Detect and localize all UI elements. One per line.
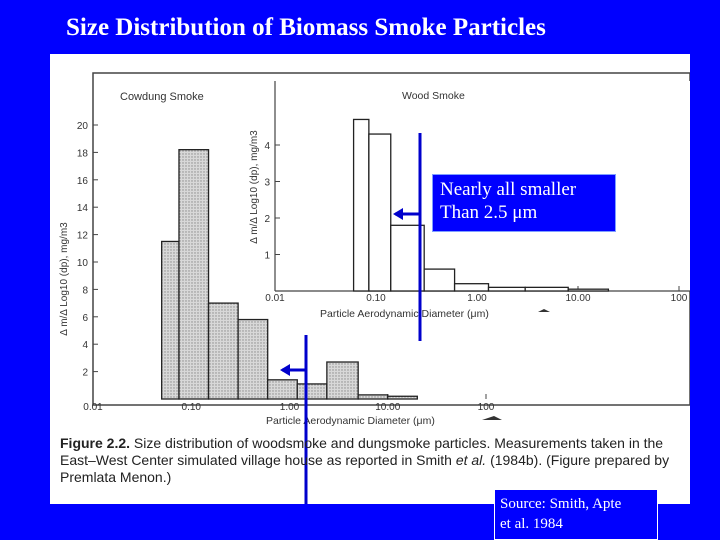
cowdung-bars: [161, 149, 418, 400]
cow-x-tick-label: 0.01: [83, 402, 103, 413]
cowdung-x-axis-label: Particle Aerodynamic Diameter (μm): [266, 415, 435, 427]
caption-body-1: Size distribution of woodsmoke and dungs…: [60, 435, 664, 468]
wood-bar: [352, 118, 370, 292]
wood-x-tick-label: 0.10: [366, 293, 386, 304]
woodsmoke-chart-title: Wood Smoke: [402, 90, 465, 102]
cow-bar: [357, 394, 389, 400]
figure-caption: Figure 2.2. Size distribution of woodsmo…: [60, 435, 680, 486]
wood-bar: [487, 286, 526, 292]
cow-bar: [267, 379, 298, 400]
woodsmoke-axis-arrow-icon: [538, 309, 550, 312]
woodsmoke-x-axis-label: Particle Aerodynamic Diameter (μm): [320, 308, 489, 320]
wood-x-tick-label: 1.00: [467, 293, 487, 304]
cow-x-tick-label: 0.10: [182, 402, 202, 413]
cowdung-y-axis-label: Δ m/Δ Log10 (dp), mg/m3: [59, 222, 70, 336]
callout-line-2: Than 2.5 μm: [440, 202, 538, 223]
cow-y-tick-label: 6: [82, 313, 88, 324]
cow-bar: [207, 302, 239, 400]
caption-prefix: Figure 2.2.: [60, 435, 131, 451]
callout-line-1: Nearly all smaller: [440, 179, 577, 200]
cow-y-tick-label: 14: [77, 203, 89, 214]
slide-title: Size Distribution of Biomass Smoke Parti…: [66, 14, 546, 41]
cowdung-chart-title: Cowdung Smoke: [120, 91, 204, 103]
cow-y-tick-label: 8: [82, 285, 88, 296]
wood-y-tick-label: 1: [264, 251, 270, 262]
cow-bar: [237, 318, 269, 400]
wood-bar: [368, 133, 392, 292]
figure-panel: Cowdung Smoke 2 4 6 8 10 12 14 16 18 20 0.01 0.10 1…: [50, 54, 690, 504]
wood-bar: [567, 288, 610, 292]
cow-bar: [161, 240, 180, 400]
cow-bar: [178, 149, 210, 400]
caption-body-2: (1984b). (Figure prepared by Premlata Me…: [60, 452, 670, 485]
wood-y-tick-label: 3: [264, 178, 270, 189]
cow-x-tick-label: 100: [478, 402, 495, 413]
wood-y-tick-label: 2: [264, 214, 270, 225]
wood-x-tick-label: 0.01: [265, 293, 285, 304]
wood-y-tick-label: 4: [264, 141, 270, 152]
cow-x-tick-label: 1.00: [280, 402, 300, 413]
cow-y-tick-label: 4: [82, 340, 88, 351]
cow-y-tick-label: 10: [77, 258, 89, 269]
cow-x-tick-label: 10.00: [375, 402, 400, 413]
cowdung-plot-frame: [92, 72, 690, 406]
source-box: Source: Smith, Apte et al. 1984: [494, 489, 658, 540]
cow-y-tick-label: 20: [77, 121, 89, 132]
caption-italic: et al.: [455, 452, 487, 468]
wood-x-tick-label: 100: [671, 293, 688, 304]
cowdung-axis-arrow-icon: [482, 416, 502, 420]
cow-bar: [296, 383, 328, 400]
source-line-2: et al. 1984: [500, 516, 563, 532]
cow-bar: [387, 395, 418, 400]
callout-box: Nearly all smaller Than 2.5 μm: [432, 174, 616, 232]
wood-bar: [524, 286, 569, 292]
cow-bar: [326, 361, 359, 400]
woodsmoke-y-axis-label: Δ m/Δ Log10 (dp), mg/m3: [249, 130, 260, 244]
source-line-1: Source: Smith, Apte: [500, 496, 622, 512]
wood-bar: [423, 268, 456, 292]
cow-y-tick-label: 2: [82, 368, 88, 379]
wood-x-tick-label: 10.00: [565, 293, 590, 304]
wood-bar: [453, 283, 490, 292]
cow-y-tick-label: 16: [77, 176, 89, 187]
cowdung-y-ticks: 2 4 6 8 10 12 14 16 18 20: [77, 121, 98, 379]
callout-arrow-icon: [393, 208, 403, 220]
woodsmoke-y-ticks: 1 2 3 4: [264, 141, 280, 262]
cow-y-tick-label: 12: [77, 231, 89, 242]
cow-y-tick-label: 18: [77, 148, 89, 159]
cowdung-arrow-icon: [280, 364, 290, 376]
